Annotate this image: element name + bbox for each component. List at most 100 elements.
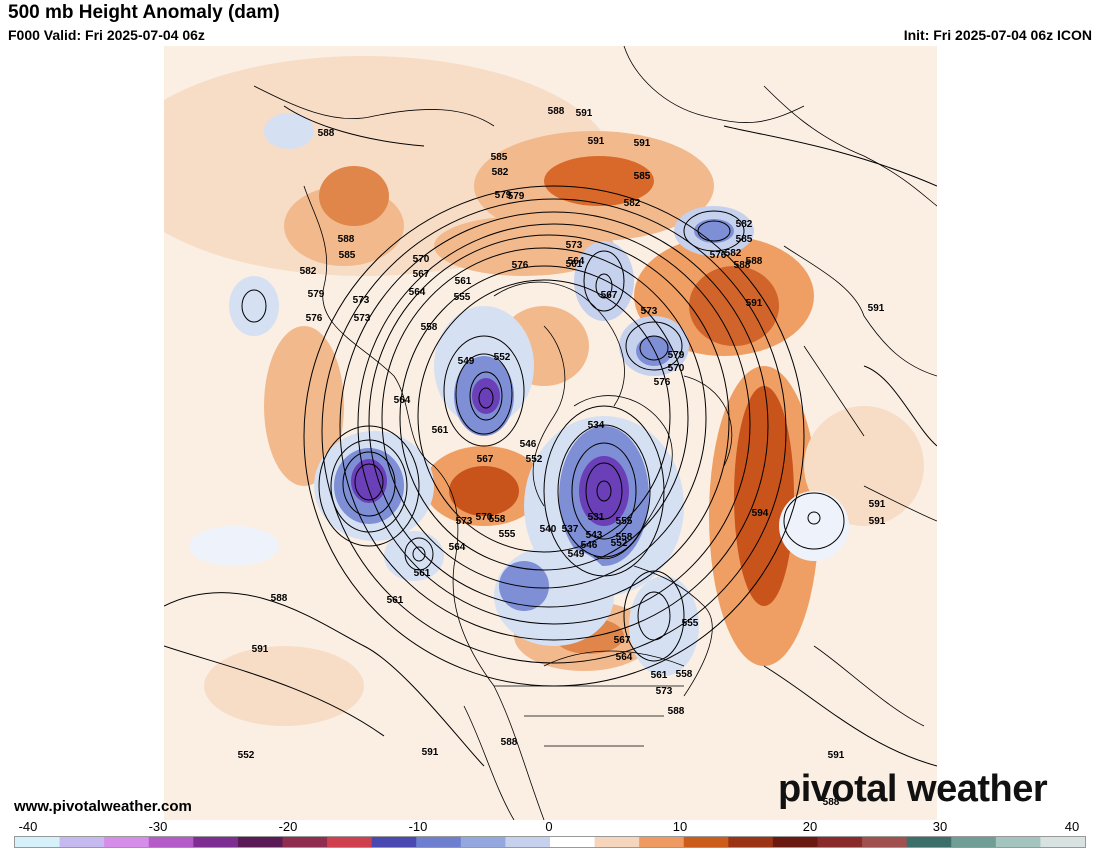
contour-label: 567 bbox=[601, 290, 618, 301]
contour-label: 567 bbox=[413, 269, 430, 280]
contour-label: 537 bbox=[562, 524, 579, 535]
contour-labels: 588 591 585 582 579 588 591 585 582 573 579 576 588 5… bbox=[238, 106, 886, 808]
map-title: 500 mb Height Anomaly (dam) bbox=[8, 2, 280, 23]
colorbar-tick-label: 0 bbox=[545, 819, 553, 834]
contour-label: 564 bbox=[616, 652, 633, 663]
contour-label: 570 bbox=[668, 363, 685, 374]
contour-label: 582 bbox=[492, 167, 509, 178]
valid-time: F000 Valid: Fri 2025-07-04 06z bbox=[8, 27, 205, 43]
colorbar-segment bbox=[237, 837, 283, 847]
contour-label: 561 bbox=[651, 670, 668, 681]
contour-label: 579 bbox=[308, 289, 325, 300]
positive-anomaly-regions bbox=[164, 56, 924, 726]
contour-label: 591 bbox=[422, 747, 439, 758]
colorbar-segment bbox=[193, 837, 239, 847]
colorbar-segment bbox=[995, 837, 1041, 847]
colorbar bbox=[14, 836, 1086, 848]
contour-label: 588 bbox=[271, 593, 288, 604]
contour-label: 594 bbox=[752, 508, 769, 519]
contour-label: 591 bbox=[869, 499, 886, 510]
contour-label: 546 bbox=[520, 439, 537, 450]
contour-label: 552 bbox=[526, 454, 543, 465]
colorbar-tick-label: -20 bbox=[278, 819, 298, 834]
colorbar-segment bbox=[817, 837, 863, 847]
colorbar-segment bbox=[416, 837, 462, 847]
colorbar-segment bbox=[594, 837, 640, 847]
contour-label: 585 bbox=[339, 250, 356, 261]
contour-label: 540 bbox=[540, 524, 557, 535]
contour-label: 579 bbox=[495, 190, 512, 201]
contour-label: 552 bbox=[611, 538, 628, 549]
contour-label: 552 bbox=[238, 750, 255, 761]
contour-label: 561 bbox=[455, 276, 472, 287]
colorbar-segment bbox=[282, 837, 328, 847]
contour-label: 588 bbox=[734, 260, 751, 271]
init-time: Init: Fri 2025-07-04 06z ICON bbox=[903, 27, 1092, 43]
colorbar-segment bbox=[148, 837, 194, 847]
contour-label: 561 bbox=[566, 259, 583, 270]
contour-label: 558 bbox=[489, 514, 506, 525]
colorbar-segment bbox=[951, 837, 997, 847]
colorbar-segment bbox=[1040, 837, 1085, 847]
colorbar-segment bbox=[906, 837, 952, 847]
contour-label: 573 bbox=[354, 313, 371, 324]
contour-label: 558 bbox=[616, 532, 633, 543]
contour-label: 579 bbox=[668, 350, 685, 361]
contour-label: 570 bbox=[476, 512, 493, 523]
contour-label: 564 bbox=[568, 256, 585, 267]
contour-label: 561 bbox=[432, 425, 449, 436]
colorbar-tick-label: -40 bbox=[18, 819, 38, 834]
contour-label: 573 bbox=[456, 516, 473, 527]
colorbar-tick-label: 30 bbox=[932, 819, 948, 834]
contour-label: 585 bbox=[634, 171, 651, 182]
height-anomaly-map: 588 591 585 582 579 588 591 585 582 573 579 576 588 5… bbox=[164, 46, 937, 820]
colorbar-segment bbox=[772, 837, 818, 847]
colorbar-tick-label: 10 bbox=[672, 819, 688, 834]
colorbar-segment bbox=[15, 837, 61, 847]
colorbar-canvas bbox=[15, 837, 1085, 847]
contour-label: 591 bbox=[828, 750, 845, 761]
colorbar-segment bbox=[371, 837, 417, 847]
contour-label: 588 bbox=[548, 106, 565, 117]
contour-label: 558 bbox=[676, 669, 693, 680]
contour-label: 564 bbox=[394, 395, 411, 406]
colorbar-segment bbox=[59, 837, 105, 847]
contour-label: 564 bbox=[409, 287, 426, 298]
contour-label: 573 bbox=[353, 295, 370, 306]
contour-label: 588 bbox=[668, 706, 685, 717]
contour-label: 546 bbox=[581, 540, 598, 551]
colorbar-tick-label: 20 bbox=[802, 819, 818, 834]
colorbar-tick-label: -30 bbox=[148, 819, 168, 834]
contour-label: 591 bbox=[869, 516, 886, 527]
height-contours bbox=[164, 105, 937, 767]
contour-label: 588 bbox=[823, 797, 840, 808]
contour-label: 561 bbox=[414, 568, 431, 579]
contour-label: 591 bbox=[634, 138, 651, 149]
coastlines bbox=[253, 46, 937, 820]
contour-label: 543 bbox=[586, 530, 603, 541]
contour-label: 591 bbox=[746, 298, 763, 309]
colorbar-segment bbox=[104, 837, 150, 847]
contour-label: 561 bbox=[387, 595, 404, 606]
contour-label: 579 bbox=[508, 191, 525, 202]
contour-label: 573 bbox=[641, 306, 658, 317]
contour-label: 582 bbox=[624, 198, 641, 209]
colorbar-segment bbox=[728, 837, 774, 847]
contour-label: 585 bbox=[736, 234, 753, 245]
brand-logo: pivotal weather bbox=[778, 768, 1048, 810]
website-url: www.pivotalweather.com bbox=[14, 798, 192, 815]
contour-label: 588 bbox=[338, 234, 355, 245]
map-canvas: 588 591 585 582 579 588 591 585 582 573 579 576 588 5… bbox=[164, 46, 937, 820]
contour-label: 585 bbox=[491, 152, 508, 163]
contour-label: 570 bbox=[413, 254, 430, 265]
colorbar-segment bbox=[683, 837, 729, 847]
contour-label: 555 bbox=[454, 292, 471, 303]
contour-label: 576 bbox=[512, 260, 529, 271]
contour-label: 567 bbox=[477, 454, 494, 465]
contour-label: 531 bbox=[588, 512, 605, 523]
colorbar-segment bbox=[460, 837, 506, 847]
contour-label: 555 bbox=[682, 618, 699, 629]
colorbar-segment bbox=[639, 837, 685, 847]
colorbar-segment bbox=[505, 837, 551, 847]
colorbar-segment bbox=[327, 837, 373, 847]
